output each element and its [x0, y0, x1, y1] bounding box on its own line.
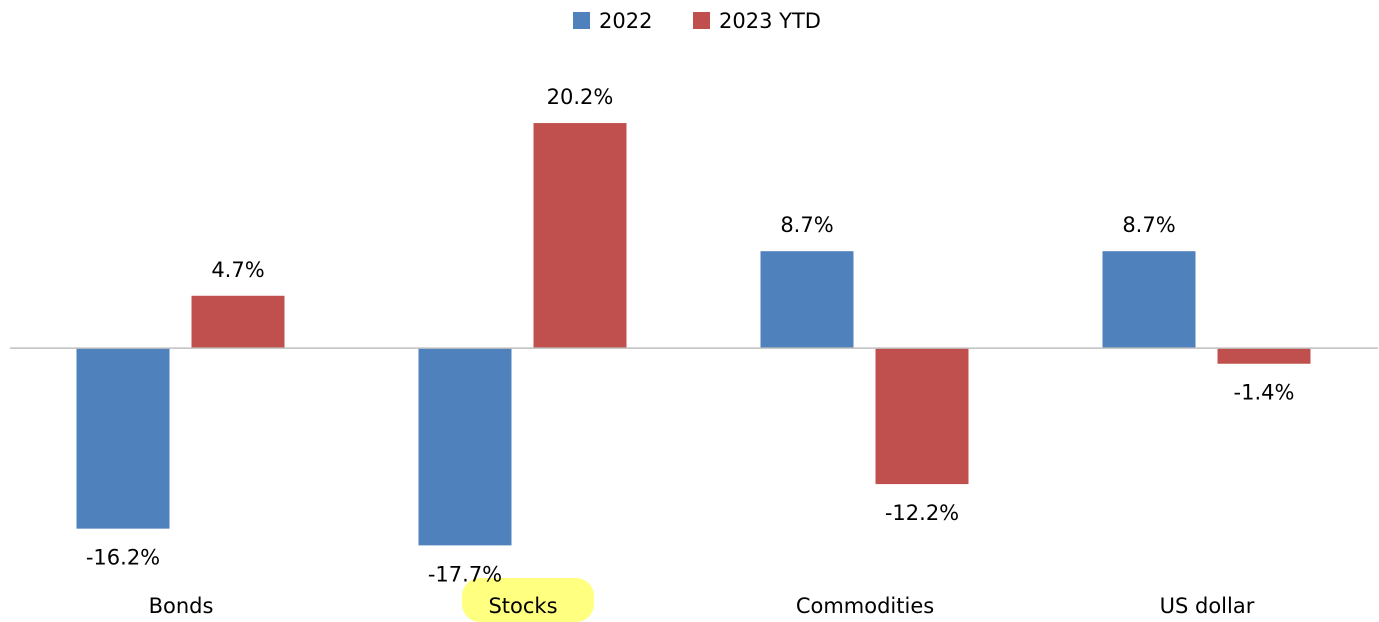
x-tick-label: Stocks: [488, 594, 557, 618]
data-label: -17.7%: [428, 562, 502, 586]
bar: [760, 251, 854, 349]
bar: [418, 348, 512, 546]
bar: [1217, 348, 1311, 364]
bar: [191, 295, 285, 349]
data-label: 4.7%: [211, 258, 264, 282]
x-tick-label: US dollar: [1160, 594, 1255, 618]
bar: [533, 123, 627, 349]
data-label: 8.7%: [1122, 213, 1175, 237]
data-label: -16.2%: [86, 546, 160, 570]
data-label: 8.7%: [780, 213, 833, 237]
legend-swatch: [693, 12, 710, 29]
bar: [875, 348, 969, 485]
x-tick-label: Bonds: [149, 594, 214, 618]
legend-label: 2023 YTD: [719, 9, 821, 33]
x-tick-label: Commodities: [796, 594, 934, 618]
bar: [76, 348, 170, 529]
highlight: [462, 578, 594, 622]
data-label: 20.2%: [547, 85, 614, 109]
legend-swatch: [573, 12, 590, 29]
legend-label: 2022: [599, 9, 652, 33]
data-label: -1.4%: [1234, 381, 1295, 405]
data-label: -12.2%: [885, 501, 959, 525]
bar: [1102, 251, 1196, 349]
